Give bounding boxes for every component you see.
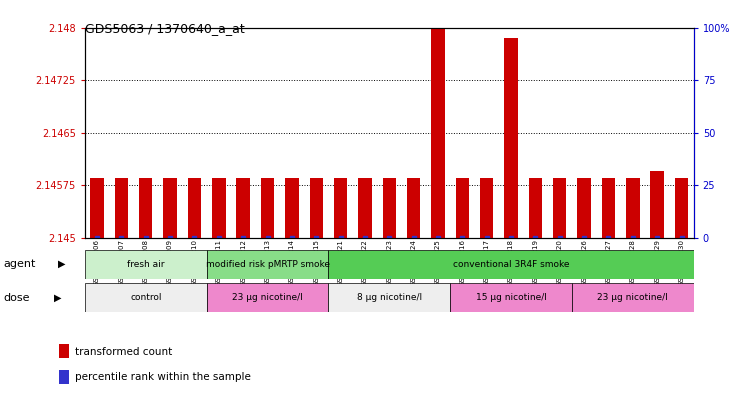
Text: conventional 3R4F smoke: conventional 3R4F smoke xyxy=(453,260,569,269)
Bar xyxy=(455,178,469,238)
Bar xyxy=(187,178,201,238)
Text: 15 μg nicotine/l: 15 μg nicotine/l xyxy=(475,293,547,302)
Bar xyxy=(431,20,445,238)
Bar xyxy=(553,178,567,238)
Bar xyxy=(212,178,226,238)
Bar xyxy=(450,283,572,312)
Bar xyxy=(236,178,250,238)
Text: GDS5063 / 1370640_a_at: GDS5063 / 1370640_a_at xyxy=(85,22,244,35)
Bar xyxy=(59,370,69,384)
Bar xyxy=(163,178,177,238)
Bar xyxy=(59,344,69,358)
Bar xyxy=(382,178,396,238)
Text: modified risk pMRTP smoke: modified risk pMRTP smoke xyxy=(205,260,330,269)
Bar xyxy=(480,178,494,238)
Bar xyxy=(675,178,689,238)
Bar xyxy=(90,178,104,238)
Text: dose: dose xyxy=(4,293,30,303)
Bar xyxy=(85,250,207,279)
Bar xyxy=(328,250,694,279)
Text: percentile rank within the sample: percentile rank within the sample xyxy=(75,372,250,382)
Bar xyxy=(601,178,615,238)
Text: 23 μg nicotine/l: 23 μg nicotine/l xyxy=(598,293,668,302)
Text: agent: agent xyxy=(4,259,36,269)
Bar xyxy=(85,283,207,312)
Bar xyxy=(650,171,664,238)
Bar xyxy=(407,178,421,238)
Text: ▶: ▶ xyxy=(58,259,65,269)
Bar xyxy=(261,178,275,238)
Bar xyxy=(577,178,591,238)
Bar xyxy=(139,178,153,238)
Bar xyxy=(207,250,328,279)
Bar xyxy=(207,283,328,312)
Bar xyxy=(358,178,372,238)
Bar xyxy=(504,38,518,238)
Bar xyxy=(528,178,542,238)
Bar xyxy=(334,178,348,238)
Bar xyxy=(309,178,323,238)
Text: transformed count: transformed count xyxy=(75,347,172,357)
Bar xyxy=(572,283,694,312)
Text: ▶: ▶ xyxy=(54,293,61,303)
Text: control: control xyxy=(130,293,162,302)
Text: 23 μg nicotine/l: 23 μg nicotine/l xyxy=(232,293,303,302)
Bar xyxy=(626,178,640,238)
Text: fresh air: fresh air xyxy=(127,260,165,269)
Bar xyxy=(114,178,128,238)
Bar xyxy=(328,283,450,312)
Bar xyxy=(285,178,299,238)
Text: 8 μg nicotine/l: 8 μg nicotine/l xyxy=(356,293,422,302)
